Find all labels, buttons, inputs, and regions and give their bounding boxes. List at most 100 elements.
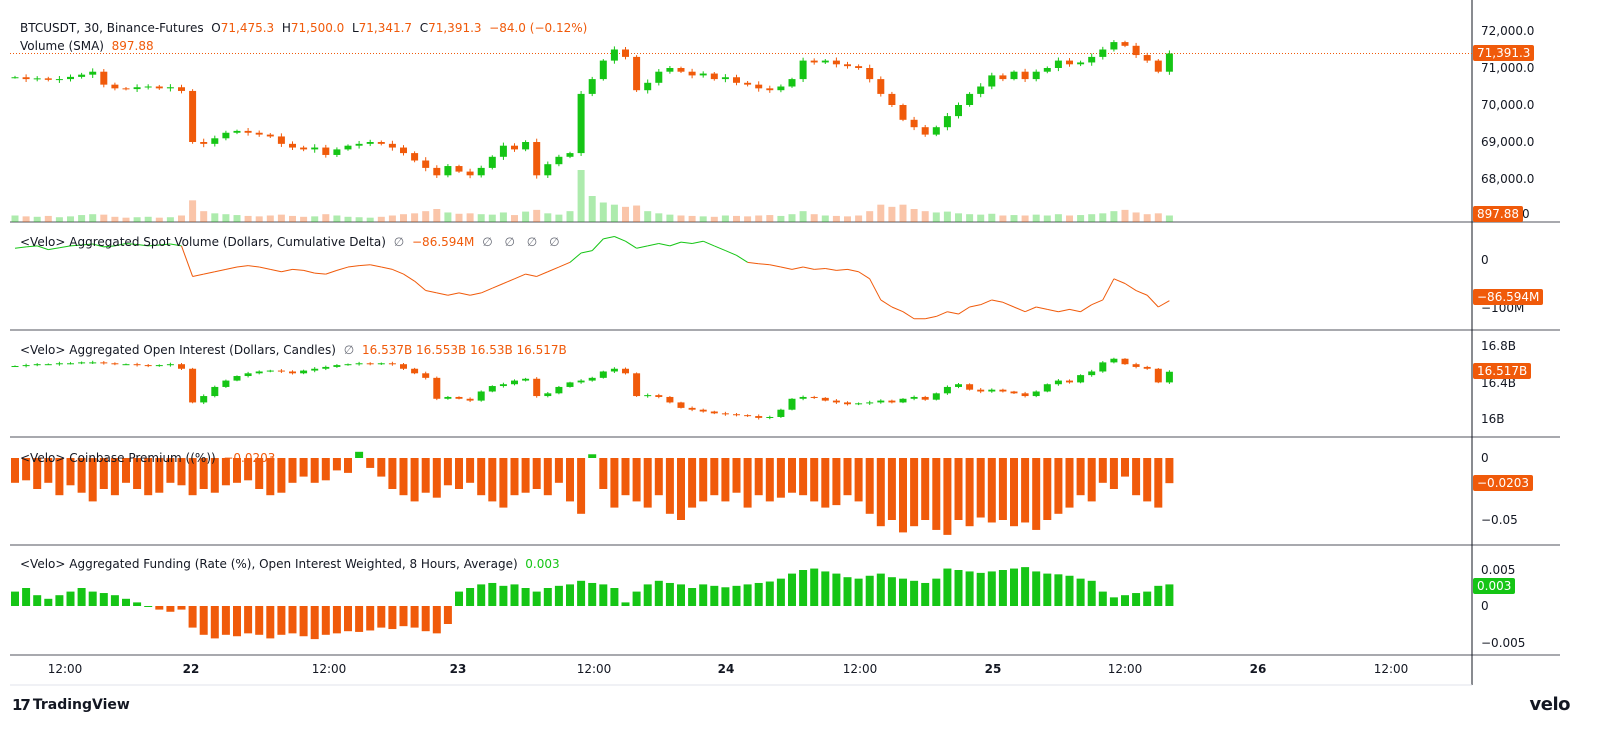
volume-bar — [444, 212, 452, 222]
volume-bar — [966, 214, 974, 222]
funding-label[interactable]: <Velo> Aggregated Funding (Rate (%), Ope… — [20, 557, 518, 571]
cvd-segment — [669, 241, 682, 247]
volume-bar — [488, 214, 496, 222]
oi-candle — [633, 373, 641, 397]
premium-bar — [899, 458, 907, 533]
premium-bar — [876, 458, 885, 527]
cvd-segment — [1113, 278, 1126, 284]
funding-bar — [688, 588, 697, 606]
cvd-segment — [59, 245, 71, 249]
volume-bar — [921, 211, 929, 222]
funding-bar — [899, 578, 907, 606]
cvd-segment — [26, 245, 38, 248]
cvd-segment — [758, 263, 770, 266]
premium-bar — [732, 458, 741, 493]
funding-tick: −0.005 — [1481, 636, 1526, 650]
oi-close-value: 16.517B — [516, 343, 567, 357]
funding-bar — [610, 588, 619, 606]
price-candle — [855, 66, 863, 68]
oi-candle — [844, 402, 851, 405]
oi-candle — [1132, 364, 1140, 367]
cvd-segment — [336, 266, 349, 271]
premium-bar — [166, 458, 175, 483]
coinbase-premium-label[interactable]: <Velo> Coinbase Premium ((%)) — [20, 451, 216, 465]
volume-bar — [622, 206, 629, 222]
volume-bar — [1143, 214, 1151, 222]
premium-bar — [499, 458, 508, 508]
premium-bar — [554, 458, 563, 483]
volume-bar — [877, 204, 885, 222]
oi-candle — [1110, 358, 1118, 363]
premium-bar — [421, 458, 430, 493]
tradingview-logo[interactable]: 𝟭𝟳 TradingView — [12, 696, 130, 714]
cvd-segment — [92, 243, 104, 248]
funding-bar — [1154, 585, 1163, 606]
price-candle — [255, 132, 263, 135]
oi-candle — [455, 396, 463, 399]
oi-candle — [89, 362, 97, 364]
premium-bar — [754, 458, 763, 496]
oi-candle — [921, 396, 929, 400]
volume-label[interactable]: Volume (SMA) — [20, 39, 104, 53]
volume-bar — [788, 214, 796, 222]
price-candle — [78, 74, 86, 77]
oi-candle — [33, 364, 41, 366]
volume-bar — [1165, 215, 1173, 222]
symbol-info[interactable]: BTCUSDT, 30, Binance-Futures — [20, 21, 204, 35]
cvd-segment — [37, 245, 49, 251]
funding-bar — [55, 595, 64, 606]
price-candle — [544, 164, 552, 176]
price-candle — [666, 68, 674, 72]
price-candle — [1010, 71, 1018, 80]
oi-candle — [810, 396, 818, 398]
oi-candle — [111, 363, 119, 365]
price-candle — [222, 132, 230, 139]
premium-bar — [299, 458, 308, 477]
cvd-segment — [736, 254, 748, 263]
price-candle — [22, 77, 30, 80]
price-candle — [633, 56, 641, 91]
price-candle — [766, 88, 774, 91]
volume-bar — [211, 213, 219, 222]
cvd-segment — [314, 272, 326, 275]
volume-bar — [89, 214, 97, 222]
premium-bar — [66, 458, 75, 486]
oi-candle — [610, 368, 618, 372]
price-candle — [599, 60, 607, 80]
cvd-segment — [303, 269, 315, 274]
funding-bar — [876, 573, 885, 606]
funding-bar — [399, 606, 408, 627]
premium-bar — [665, 458, 674, 514]
oi-candle — [677, 402, 685, 408]
price-candle — [155, 86, 163, 89]
funding-bar — [155, 606, 164, 610]
open-interest-label[interactable]: <Velo> Aggregated Open Interest (Dollars… — [20, 343, 336, 357]
time-label: 26 — [1249, 662, 1267, 676]
spot-cvd-label[interactable]: <Velo> Aggregated Spot Volume (Dollars, … — [20, 235, 386, 249]
oi-candle — [599, 371, 607, 378]
funding-bar — [521, 588, 530, 606]
premium-bar — [965, 458, 974, 527]
cvd-segment — [514, 273, 526, 280]
funding-bar — [177, 606, 186, 610]
volume-bar — [755, 215, 763, 222]
volume-bar — [1054, 214, 1062, 222]
funding-bar — [110, 595, 119, 606]
price-candle — [721, 77, 729, 80]
funding-bar — [499, 585, 508, 606]
oi-tick: 16.8B — [1481, 339, 1516, 353]
price-candle — [511, 145, 518, 150]
premium-bar — [921, 458, 930, 520]
funding-bar — [865, 575, 874, 606]
volume-bar — [1066, 215, 1073, 222]
volume-bar — [710, 216, 718, 222]
oi-high-value: 16.553B — [416, 343, 467, 357]
oi-candle — [300, 370, 308, 374]
price-candle — [89, 71, 97, 75]
oi-candle — [511, 380, 518, 385]
funding-bar — [44, 598, 53, 606]
cvd-segment — [492, 283, 504, 289]
volume-bar — [1132, 212, 1140, 222]
cvd-segment — [458, 292, 471, 296]
